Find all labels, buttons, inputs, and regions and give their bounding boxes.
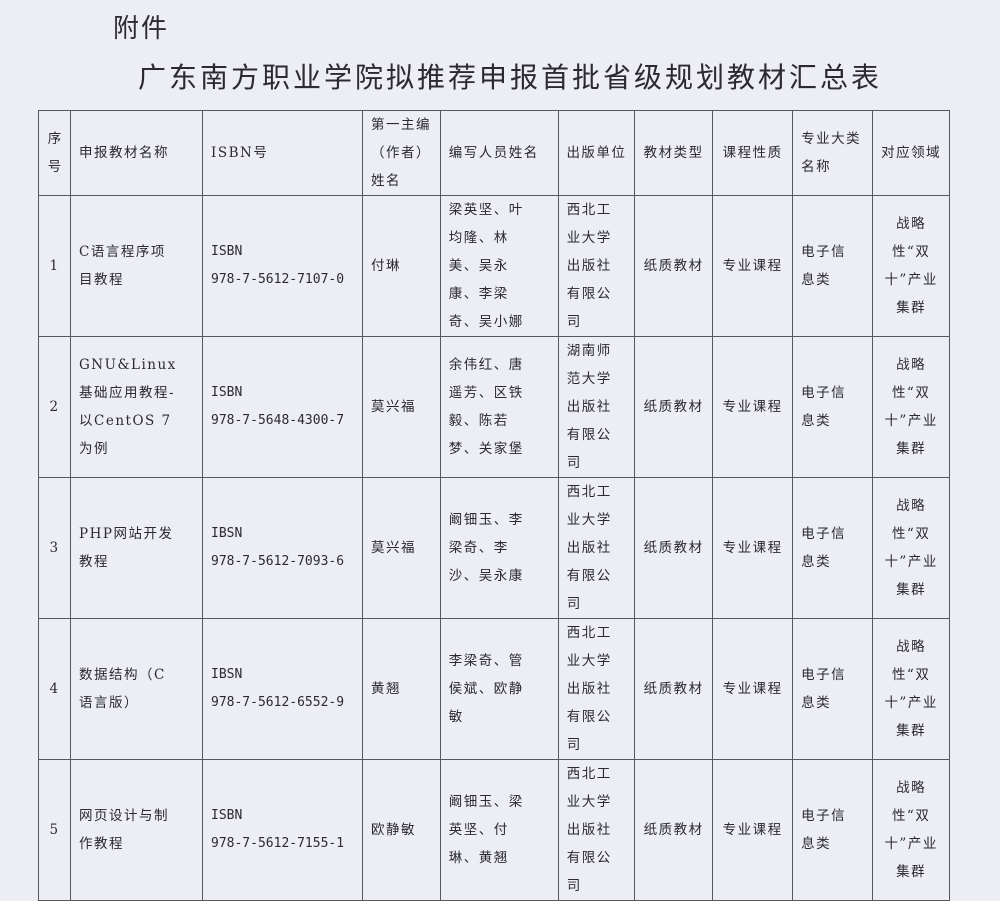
cell-chief-editor: 欧静敏: [362, 759, 441, 901]
isbn-label: ISBN: [211, 808, 243, 823]
cell-nature: 专业课程: [712, 618, 794, 760]
cell-field: 战略性“双十”产业集群: [872, 759, 951, 901]
table-row: 2 GNU&Linux 基础应用教程-以CentOS 7 为例 ISBN 978-7-…: [38, 336, 951, 478]
cell-no: 5: [38, 759, 71, 901]
cell-category: 电子信息类: [792, 477, 874, 619]
cell-authors: 阚钿玉、梁英坚、付琳、黄翘: [439, 759, 559, 901]
cell-type: 纸质教材: [634, 195, 714, 337]
header-chief: 第一主编（作者）姓名: [362, 110, 441, 196]
cell-isbn: ISBN 978-7-5612-7107-0: [202, 195, 363, 337]
cell-nature: 专业课程: [712, 759, 794, 901]
cell-no: 4: [38, 618, 71, 760]
header-category: 专业大类名称: [792, 110, 874, 196]
cell-category: 电子信息类: [792, 759, 874, 901]
cell-no: 2: [38, 336, 71, 478]
cell-isbn: ISBN 978-7-5612-7155-1: [202, 759, 363, 901]
cell-authors: 余伟红、唐遥芳、区铁毅、陈若梦、关家堡: [439, 336, 559, 478]
cell-publisher: 西北工业大学出版社有限公司: [557, 477, 636, 619]
header-no: 序号: [38, 110, 71, 196]
isbn-number: 978-7-5612-7155-1: [211, 836, 345, 851]
cell-no: 3: [38, 477, 71, 619]
cell-category: 电子信息类: [792, 336, 874, 478]
isbn-label: IBSN: [211, 526, 243, 541]
header-nature: 课程性质: [712, 110, 794, 196]
table-row: 4 数据结构（C语言版） IBSN 978-7-5612-6552-9 黄翘 李梁奇、管侯…: [38, 618, 951, 760]
isbn-number: 978-7-5612-7093-6: [211, 554, 345, 569]
cell-publisher: 西北工业大学出版社有限公司: [557, 759, 636, 901]
header-isbn: ISBN号: [202, 110, 363, 196]
table-header-row: 序号 申报教材名称 ISBN号 第一主编（作者）姓名 编写人员姓名 出版单位 教…: [38, 110, 951, 196]
cell-field: 战略性“双十”产业集群: [872, 336, 951, 478]
table-row: 5 网页设计与制作教程 ISBN 978-7-5612-7155-1 欧静敏 阚钿玉、梁英…: [38, 759, 951, 901]
cell-type: 纸质教材: [634, 618, 714, 760]
cell-nature: 专业课程: [712, 195, 794, 337]
textbook-summary-table: 序号 申报教材名称 ISBN号 第一主编（作者）姓名 编写人员姓名 出版单位 教…: [38, 110, 951, 901]
cell-nature: 专业课程: [712, 336, 794, 478]
cell-authors: 李梁奇、管侯斌、欧静敏: [439, 618, 559, 760]
cell-field: 战略性“双十”产业集群: [872, 195, 951, 337]
document-title: 广东南方职业学院拟推荐申报首批省级规划教材汇总表: [137, 61, 882, 94]
isbn-label: ISBN: [211, 385, 243, 400]
cell-type: 纸质教材: [634, 477, 714, 619]
cell-publisher: 西北工业大学出版社有限公司: [557, 195, 636, 337]
cell-type: 纸质教材: [634, 336, 714, 478]
isbn-number: 978-7-5648-4300-7: [211, 413, 345, 428]
cell-name: 网页设计与制作教程: [70, 759, 203, 901]
table-row: 3 PHP网站开发教程 IBSN 978-7-5612-7093-6 莫兴福 阚钿玉、李梁…: [38, 477, 951, 619]
cell-publisher: 西北工业大学出版社有限公司: [557, 618, 636, 760]
cell-chief-editor: 莫兴福: [362, 336, 441, 478]
cell-authors: 梁英坚、叶均隆、林美、吴永康、李梁奇、吴小娜: [439, 195, 559, 337]
cell-isbn: ISBN 978-7-5648-4300-7: [202, 336, 363, 478]
header-publisher: 出版单位: [557, 110, 636, 196]
header-authors: 编写人员姓名: [439, 110, 559, 196]
header-type: 教材类型: [634, 110, 714, 196]
header-name: 申报教材名称: [70, 110, 203, 196]
cell-no: 1: [38, 195, 71, 337]
isbn-label: ISBN: [211, 244, 243, 259]
cell-field: 战略性“双十”产业集群: [872, 618, 951, 760]
cell-name: 数据结构（C语言版）: [70, 618, 203, 760]
isbn-label: IBSN: [211, 667, 243, 682]
attachment-label: 附件: [113, 14, 170, 44]
isbn-number: 978-7-5612-6552-9: [211, 695, 345, 710]
isbn-number: 978-7-5612-7107-0: [211, 272, 345, 287]
cell-chief-editor: 付琳: [362, 195, 441, 337]
cell-isbn: IBSN 978-7-5612-6552-9: [202, 618, 363, 760]
header-field: 对应领域: [872, 110, 951, 196]
cell-authors: 阚钿玉、李梁奇、李沙、吴永康: [439, 477, 559, 619]
cell-name: PHP网站开发教程: [70, 477, 203, 619]
cell-publisher: 湖南师范大学出版社有限公司: [557, 336, 636, 478]
cell-name: C语言程序项目教程: [70, 195, 203, 337]
cell-type: 纸质教材: [634, 759, 714, 901]
cell-field: 战略性“双十”产业集群: [872, 477, 951, 619]
cell-isbn: IBSN 978-7-5612-7093-6: [202, 477, 363, 619]
cell-category: 电子信息类: [792, 195, 874, 337]
cell-chief-editor: 莫兴福: [362, 477, 441, 619]
cell-chief-editor: 黄翘: [362, 618, 441, 760]
table-row: 1 C语言程序项目教程 ISBN 978-7-5612-7107-0 付琳 梁英坚、叶均隆…: [38, 195, 951, 337]
cell-name: GNU&Linux 基础应用教程-以CentOS 7 为例: [70, 336, 203, 478]
cell-category: 电子信息类: [792, 618, 874, 760]
cell-nature: 专业课程: [712, 477, 794, 619]
